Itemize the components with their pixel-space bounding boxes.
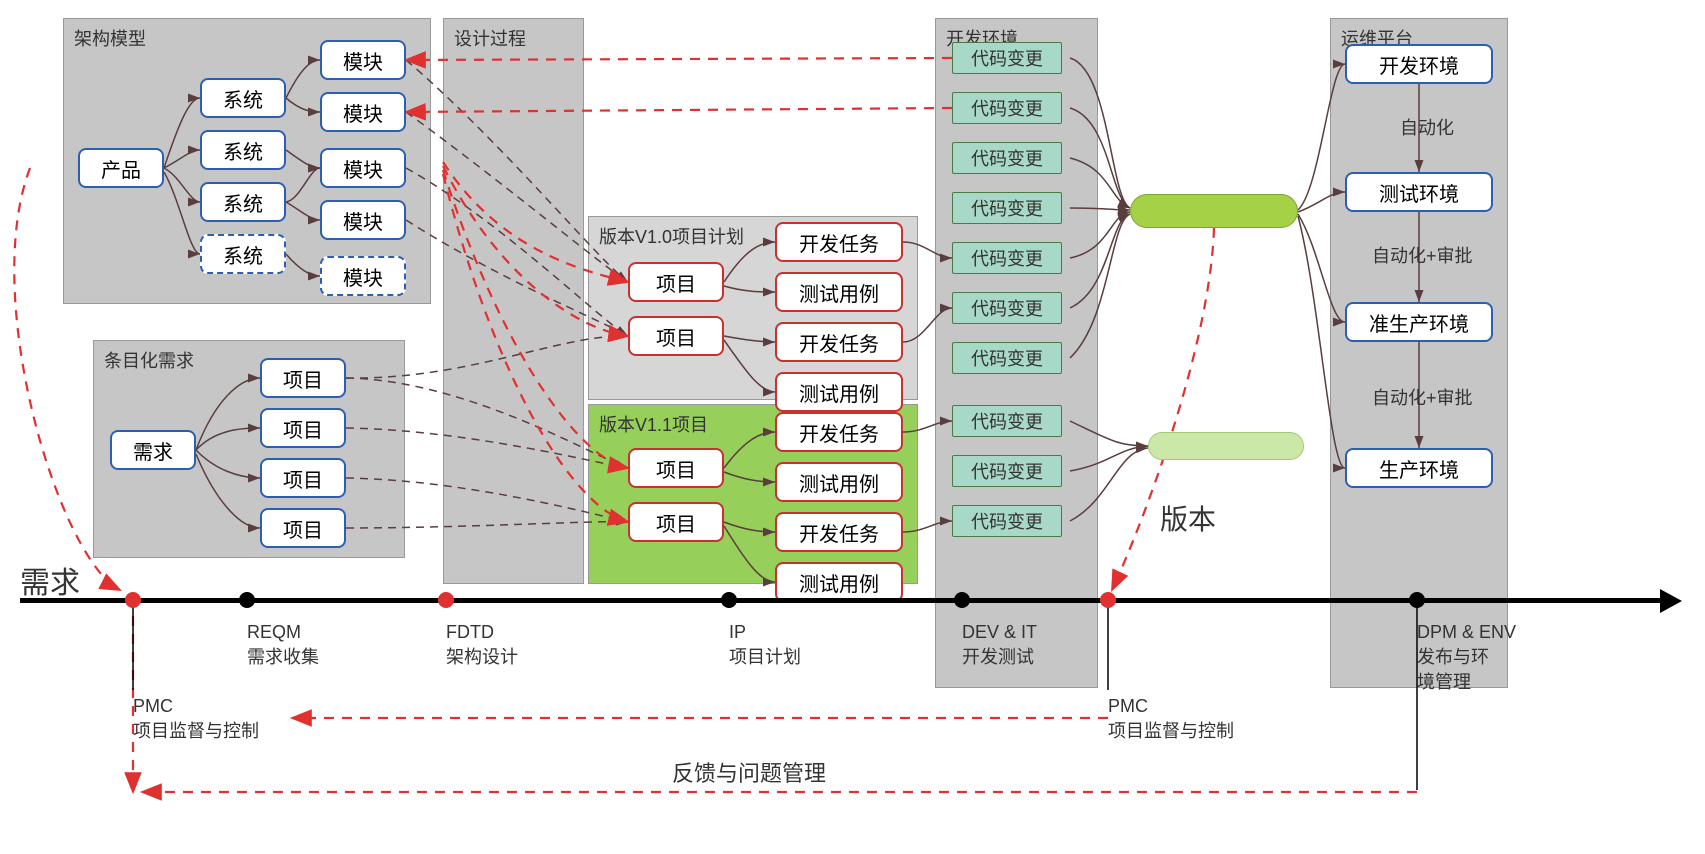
timeline-label-fdtd: FDTD 架构设计 — [446, 620, 518, 670]
node-mod5: 模块 — [320, 256, 406, 296]
timeline-label-dpm: DPM & ENV 发布与环 境管理 — [1417, 620, 1516, 696]
node-proj1: 项目 — [260, 358, 346, 398]
node-mod1: 模块 — [320, 40, 406, 80]
node-v11t2: 测试用例 — [775, 462, 903, 502]
subregion-v11-title: 版本V1.1项目 — [599, 411, 708, 437]
node-code6: 代码变更 — [952, 292, 1062, 324]
timeline-dot-2 — [438, 592, 454, 608]
region-arch-title: 架构模型 — [74, 25, 146, 51]
region-design-title: 设计过程 — [454, 25, 526, 51]
node-envdev: 开发环境 — [1345, 44, 1493, 84]
node-sys3: 系统 — [200, 182, 286, 222]
node-v11t4: 测试用例 — [775, 562, 903, 602]
node-sys4: 系统 — [200, 234, 286, 274]
label-auto3: 自动化+审批 — [1372, 384, 1473, 410]
timeline-arrow-icon — [1660, 589, 1682, 613]
version-pill-secondary — [1148, 432, 1304, 460]
node-code5: 代码变更 — [952, 242, 1062, 274]
node-product: 产品 — [78, 148, 164, 188]
timeline-dot-0 — [125, 592, 141, 608]
node-proj2: 项目 — [260, 408, 346, 448]
node-code10: 代码变更 — [952, 505, 1062, 537]
node-code1: 代码变更 — [952, 42, 1062, 74]
region-req-title: 条目化需求 — [104, 347, 194, 373]
timeline-dot-5 — [1100, 592, 1116, 608]
node-v11t3: 开发任务 — [775, 512, 903, 552]
label-demand-big: 需求 — [20, 558, 80, 602]
node-mod2: 模块 — [320, 92, 406, 132]
node-v10t4: 测试用例 — [775, 372, 903, 412]
timeline-label-devit: DEV & IT 开发测试 — [962, 620, 1037, 670]
node-v10p1: 项目 — [628, 262, 724, 302]
node-v10t3: 开发任务 — [775, 322, 903, 362]
subregion-v10-title: 版本V1.0项目计划 — [599, 223, 744, 249]
node-v11t1: 开发任务 — [775, 412, 903, 452]
node-envtest: 测试环境 — [1345, 172, 1493, 212]
timeline-dot-1 — [239, 592, 255, 608]
node-code7: 代码变更 — [952, 342, 1062, 374]
node-mod3: 模块 — [320, 148, 406, 188]
node-v10t2: 测试用例 — [775, 272, 903, 312]
node-code4: 代码变更 — [952, 192, 1062, 224]
timeline-dot-6 — [1409, 592, 1425, 608]
node-v10p2: 项目 — [628, 316, 724, 356]
label-version: 版本 — [1160, 498, 1216, 538]
node-code2: 代码变更 — [952, 92, 1062, 124]
label-auto2: 自动化+审批 — [1372, 242, 1473, 268]
version-pill-primary — [1130, 194, 1298, 228]
node-v10t1: 开发任务 — [775, 222, 903, 262]
node-v11p2: 项目 — [628, 502, 724, 542]
timeline-label-ip: IP 项目计划 — [729, 620, 801, 670]
label-auto1: 自动化 — [1400, 114, 1454, 140]
label-feedback: 反馈与问题管理 — [672, 756, 826, 788]
timeline-dot-4 — [954, 592, 970, 608]
node-sys2: 系统 — [200, 130, 286, 170]
timeline-label-pmc1: PMC 项目监督与控制 — [133, 694, 259, 744]
node-envprod: 生产环境 — [1345, 448, 1493, 488]
timeline-label-reqm: REQM 需求收集 — [247, 620, 319, 670]
node-mod4: 模块 — [320, 200, 406, 240]
timeline-label-pmc2: PMC 项目监督与控制 — [1108, 694, 1234, 744]
node-sys1: 系统 — [200, 78, 286, 118]
timeline-dot-3 — [721, 592, 737, 608]
node-envpre: 准生产环境 — [1345, 302, 1493, 342]
node-proj3: 项目 — [260, 458, 346, 498]
node-code8: 代码变更 — [952, 405, 1062, 437]
node-v11p1: 项目 — [628, 448, 724, 488]
node-code9: 代码变更 — [952, 455, 1062, 487]
region-design: 设计过程 — [443, 18, 584, 584]
node-proj4: 项目 — [260, 508, 346, 548]
node-code3: 代码变更 — [952, 142, 1062, 174]
node-demand: 需求 — [110, 430, 196, 470]
